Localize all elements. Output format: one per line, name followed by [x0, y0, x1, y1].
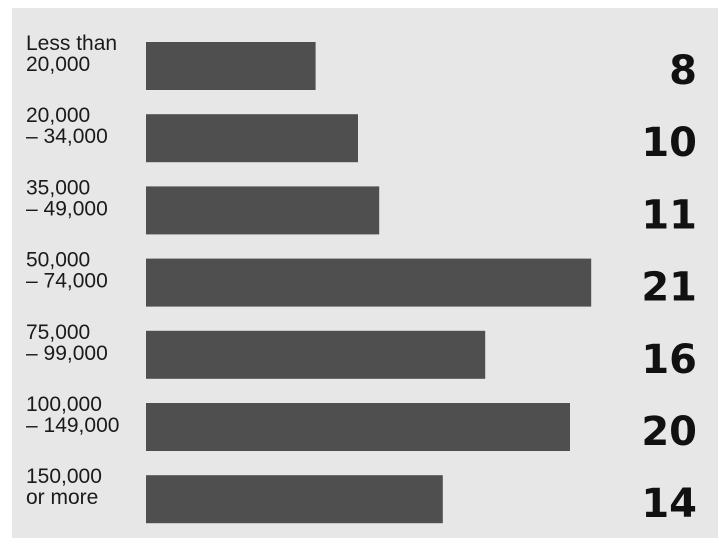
bar-4 [146, 330, 486, 379]
category-label-6: 150,000 or more [26, 465, 102, 509]
category-label-5: 100,000– 149,000 [26, 393, 119, 437]
bar-3 [146, 258, 592, 307]
category-label-4: 75,000– 99,000 [26, 321, 108, 365]
bar-5 [146, 403, 570, 451]
bar-1 [146, 114, 358, 163]
value-label-5: 20 [641, 409, 697, 455]
value-label-6: 14 [641, 481, 697, 527]
category-label-2: 35,000– 49,000 [26, 176, 108, 220]
value-label-2: 11 [641, 192, 697, 238]
value-label-3: 21 [641, 265, 697, 311]
category-label-3: 50,000– 74,000 [26, 249, 108, 293]
value-label-1: 10 [641, 120, 697, 166]
value-label-4: 16 [641, 337, 697, 383]
value-label-0: 8 [669, 48, 697, 94]
category-label-1: 20,000– 34,000 [26, 104, 108, 148]
bar-0 [146, 42, 316, 90]
category-label-0: Less than 20,000 [26, 32, 117, 76]
bar-6 [146, 475, 443, 524]
bar-2 [146, 186, 380, 235]
